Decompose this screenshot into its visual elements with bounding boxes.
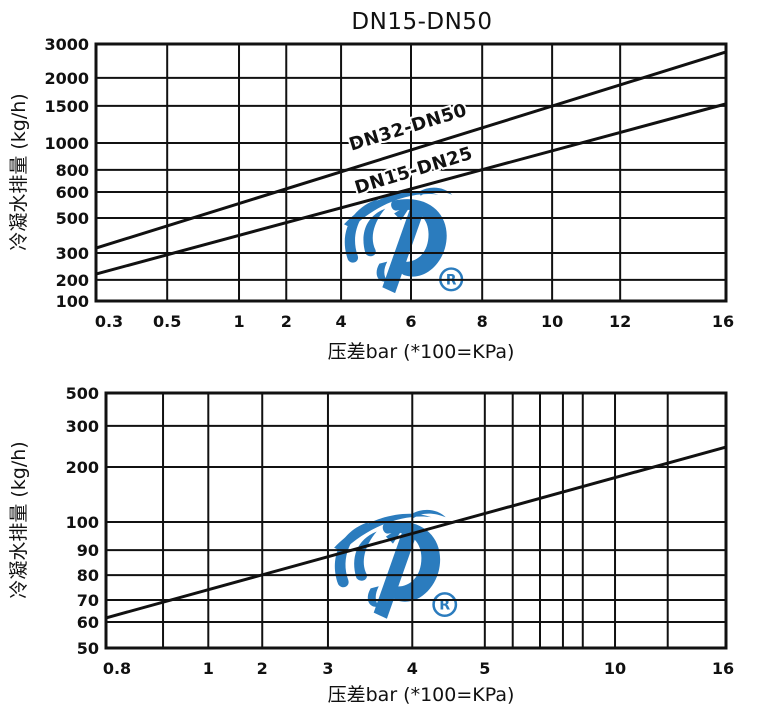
y-axis-title: 冷凝水排量 (kg/h): [8, 93, 30, 250]
plot-border: [94, 42, 728, 303]
y-tick-label: 200: [56, 271, 89, 290]
y-tick-label: 3000: [44, 35, 89, 54]
x-tick-label: 2: [281, 312, 292, 331]
y-tick-label: 1500: [44, 97, 89, 116]
y-tick-label: 100: [56, 292, 89, 311]
x-axis-title: 压差bar (*100=KPa): [328, 684, 515, 706]
y-tick-label: 800: [56, 161, 89, 180]
y-tick-label: 1000: [44, 134, 89, 153]
x-tick-label: 4: [335, 312, 346, 331]
x-tick-label: 1: [233, 312, 244, 331]
y-tick-label: 600: [56, 183, 89, 202]
y-tick-label: 100: [66, 513, 99, 532]
y-tick-label: 300: [66, 417, 99, 436]
x-axis-title: 压差bar (*100=KPa): [328, 341, 515, 363]
x-tick-label: 3: [322, 659, 333, 678]
x-tick-label: 0.8: [103, 659, 131, 678]
x-tick-label: 16: [712, 659, 734, 678]
plot-border: [104, 391, 728, 650]
y-tick-label: 2000: [44, 69, 89, 88]
series-line-dn15-dn50: [104, 445, 728, 620]
x-tick-label: 12: [609, 312, 631, 331]
y-tick-label: 500: [66, 384, 99, 403]
x-tick-label: 0.3: [95, 312, 123, 331]
chart-title: DN15-DN50: [351, 9, 492, 35]
x-tick-label: 4: [407, 659, 418, 678]
y-tick-label: 60: [77, 613, 99, 632]
y-tick-label: 500: [56, 209, 89, 228]
x-tick-label: 8: [477, 312, 488, 331]
y-tick-label: 80: [77, 566, 99, 585]
x-tick-label: 5: [479, 659, 490, 678]
x-tick-label: 0.5: [153, 312, 181, 331]
x-tick-label: 2: [257, 659, 268, 678]
x-tick-label: 6: [405, 312, 416, 331]
y-tick-label: 50: [77, 639, 99, 658]
series-line-dn15-dn25: [94, 102, 728, 276]
y-tick-label: 90: [77, 541, 99, 560]
chart-lower: 0.8 1 2 3 4 5 10 16 500 300 200 100 90 80 70 60 50 压差bar …: [8, 384, 734, 706]
series-line-dn32-dn50: [94, 50, 728, 250]
y-tick-label: 300: [56, 244, 89, 263]
x-tick-label: 10: [604, 659, 626, 678]
chart-upper: 0.3 0.5 1 2 4 6 8 10 12 1630002000150010008006005…: [8, 9, 734, 363]
series-label-dn32-dn50: DN32-DN50: [347, 100, 470, 156]
x-tick-label: 1: [203, 659, 214, 678]
x-tick-label: 10: [541, 312, 563, 331]
x-tick-label: 16: [712, 312, 734, 331]
y-tick-label: 70: [77, 591, 99, 610]
y-tick-label: 200: [66, 458, 99, 477]
y-axis-title: 冷凝水排量 (kg/h): [8, 441, 30, 598]
